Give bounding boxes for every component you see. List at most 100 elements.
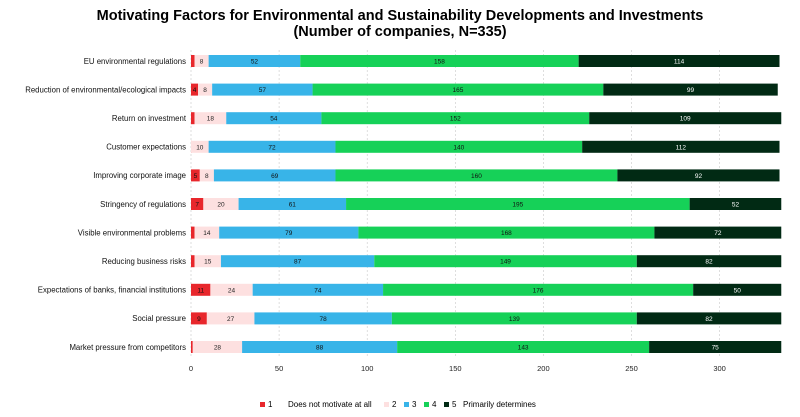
bar-segment-2 bbox=[194, 226, 220, 239]
bar-segment-5 bbox=[617, 169, 780, 182]
bar-segment-1 bbox=[191, 55, 195, 67]
bar-segment-4 bbox=[335, 169, 618, 182]
category-label: Reducing business risks bbox=[102, 257, 186, 266]
x-tick-label: 0 bbox=[189, 364, 193, 373]
bar-segment-3 bbox=[226, 112, 322, 125]
legend-swatch-4 bbox=[424, 402, 429, 407]
legend-swatch-1 bbox=[260, 402, 265, 407]
category-label: Improving corporate image bbox=[93, 171, 186, 180]
data-label: 7 bbox=[195, 202, 199, 209]
bar-segment-4 bbox=[312, 83, 604, 96]
bar-segment-3 bbox=[219, 226, 359, 239]
bar-segment-3 bbox=[208, 140, 336, 153]
data-label: 69 bbox=[271, 173, 279, 180]
data-label: 18 bbox=[207, 116, 215, 123]
data-label: 195 bbox=[512, 202, 523, 209]
data-label: 20 bbox=[217, 202, 225, 209]
bar-segment-1 bbox=[191, 283, 211, 296]
x-tick-label: 300 bbox=[713, 364, 726, 373]
bar-segment-2 bbox=[206, 312, 255, 325]
data-label: 8 bbox=[203, 87, 207, 94]
legend-number-4: 4 bbox=[432, 400, 437, 409]
data-label: 11 bbox=[197, 287, 204, 294]
data-label: 9 bbox=[197, 316, 201, 323]
bar-segment-2 bbox=[194, 255, 221, 268]
bar-segment-3 bbox=[254, 312, 392, 325]
x-tick-label: 50 bbox=[275, 364, 283, 373]
bar-segment-1 bbox=[191, 169, 200, 182]
data-label: 75 bbox=[712, 345, 720, 352]
bar-segment-1 bbox=[191, 255, 195, 268]
data-label: 57 bbox=[259, 87, 267, 94]
bar-segment-2 bbox=[198, 83, 213, 96]
bar-segment-3 bbox=[242, 341, 398, 353]
data-label: 24 bbox=[228, 287, 236, 294]
data-label: 176 bbox=[533, 287, 544, 294]
bar-segment-1 bbox=[191, 198, 204, 210]
legend-text-5: Primarily determines bbox=[463, 400, 536, 409]
data-label: 109 bbox=[680, 116, 691, 123]
bar-segment-4 bbox=[374, 255, 637, 268]
bar-segment-5 bbox=[578, 55, 780, 67]
bar-segment-5 bbox=[636, 255, 782, 268]
category-label: Customer expectations bbox=[106, 143, 186, 152]
data-label: 87 bbox=[294, 259, 302, 266]
category-label: Visible environmental problems bbox=[78, 228, 186, 237]
bar-segment-2 bbox=[194, 112, 227, 125]
bar-segment-5 bbox=[589, 112, 782, 125]
data-label: 88 bbox=[316, 345, 324, 352]
data-label: 114 bbox=[674, 59, 685, 66]
data-label: 8 bbox=[200, 59, 204, 66]
bar-segment-1 bbox=[191, 312, 207, 325]
bar-segment-3 bbox=[212, 83, 313, 96]
legend-swatch-5 bbox=[444, 402, 449, 407]
x-tick-label: 100 bbox=[361, 364, 374, 373]
category-label: Social pressure bbox=[132, 314, 186, 323]
data-label: 15 bbox=[204, 259, 212, 266]
data-label: 79 bbox=[285, 230, 293, 237]
category-label: Stringency of regulations bbox=[100, 200, 186, 209]
bar-segment-3 bbox=[220, 255, 375, 268]
bar-segment-3 bbox=[208, 55, 301, 67]
data-label: 52 bbox=[732, 202, 740, 209]
data-label: 4 bbox=[193, 87, 197, 94]
data-label: 140 bbox=[453, 144, 464, 151]
bar-segment-2 bbox=[192, 341, 243, 353]
data-label: 149 bbox=[500, 259, 511, 266]
x-tick-label: 200 bbox=[537, 364, 550, 373]
data-label: 10 bbox=[196, 144, 204, 151]
legend-number-5: 5 bbox=[452, 400, 457, 409]
data-label: 52 bbox=[251, 59, 259, 66]
data-label: 82 bbox=[705, 316, 713, 323]
category-label: Return on investment bbox=[112, 114, 187, 123]
bar-segment-5 bbox=[689, 198, 782, 210]
bar-segment-4 bbox=[397, 341, 650, 353]
bar-segment-5 bbox=[603, 83, 778, 96]
data-label: 112 bbox=[676, 144, 687, 151]
data-label: 28 bbox=[214, 345, 222, 352]
bar-segment-4 bbox=[346, 198, 690, 210]
bar-segment-4 bbox=[391, 312, 637, 325]
bar-segment-2 bbox=[203, 198, 239, 210]
legend-number-2: 2 bbox=[392, 400, 397, 409]
data-label: 5 bbox=[194, 173, 198, 180]
legend-text-1: Does not motivate at all bbox=[288, 400, 372, 409]
data-label: 61 bbox=[289, 202, 297, 209]
bar-segment-2 bbox=[194, 55, 209, 67]
bar-segment-4 bbox=[358, 226, 655, 239]
data-label: 139 bbox=[509, 316, 520, 323]
legend-number-1: 1 bbox=[268, 400, 273, 409]
legend-swatch-3 bbox=[404, 402, 409, 407]
bar-segment-1 bbox=[191, 112, 195, 125]
bar-segment-3 bbox=[238, 198, 347, 210]
bar-segment-3 bbox=[213, 169, 336, 182]
bar-segment-4 bbox=[300, 55, 579, 67]
data-label: 92 bbox=[695, 173, 703, 180]
legend-number-3: 3 bbox=[412, 400, 417, 409]
bar-segment-5 bbox=[693, 283, 782, 296]
bar-segment-1 bbox=[191, 83, 199, 96]
data-label: 152 bbox=[450, 116, 461, 123]
category-label: Expectations of banks, financial institu… bbox=[38, 286, 186, 295]
data-label: 14 bbox=[203, 230, 211, 237]
